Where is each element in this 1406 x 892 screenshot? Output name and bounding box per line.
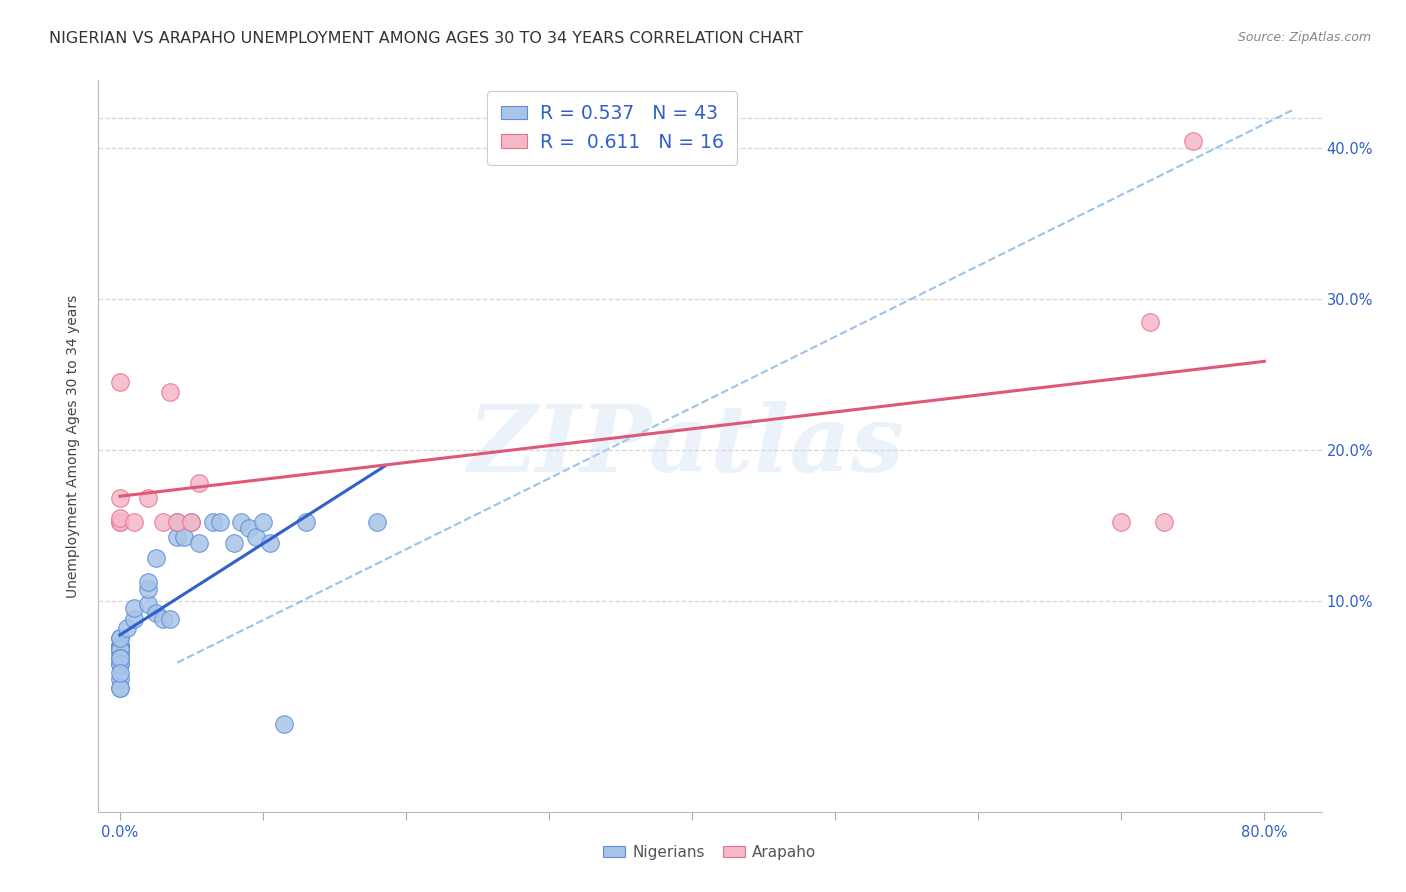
Point [208,515,231,529]
Point [224,536,246,550]
Point [166,515,188,529]
Point [108,515,131,529]
Point [166,530,188,544]
Point [115,621,138,635]
Point [108,657,131,671]
Text: ZIPatlas: ZIPatlas [467,401,904,491]
Point [108,646,131,660]
Point [245,530,267,544]
Text: Source: ZipAtlas.com: Source: ZipAtlas.com [1237,31,1371,45]
Point [159,612,181,626]
Point [152,515,174,529]
Point [108,651,131,665]
Point [108,632,131,646]
Point [108,632,131,646]
Point [108,641,131,656]
Point [366,515,388,529]
Point [252,515,274,529]
Point [108,491,131,505]
Point [108,641,131,656]
Point [138,575,160,590]
Y-axis label: Unemployment Among Ages 30 to 34 years: Unemployment Among Ages 30 to 34 years [66,294,80,598]
Point [187,536,209,550]
Point [108,672,131,686]
Point [108,515,131,529]
Point [187,475,209,490]
Point [138,582,160,596]
Point [122,612,145,626]
Point [1139,315,1161,329]
Point [108,639,131,653]
Text: NIGERIAN VS ARAPAHO UNEMPLOYMENT AMONG AGES 30 TO 34 YEARS CORRELATION CHART: NIGERIAN VS ARAPAHO UNEMPLOYMENT AMONG A… [49,31,803,46]
Point [108,681,131,695]
Point [145,606,167,620]
Point [108,375,131,389]
Legend: Nigerians, Arapaho: Nigerians, Arapaho [598,839,823,866]
Point [108,510,131,524]
Point [180,515,202,529]
Point [145,551,167,566]
Point [108,665,131,680]
Point [152,612,174,626]
Point [108,657,131,671]
Point [1181,134,1204,148]
Point [108,641,131,656]
Point [159,385,181,400]
Point [238,521,260,535]
Point [108,639,131,653]
Point [173,530,195,544]
Point [138,491,160,505]
Point [273,717,295,731]
Point [108,651,131,665]
Point [138,597,160,611]
Point [1111,515,1133,529]
Point [180,515,202,529]
Point [295,515,318,529]
Point [1153,515,1175,529]
Point [122,515,145,529]
Point [122,601,145,615]
Point [201,515,224,529]
Point [108,681,131,695]
Point [166,515,188,529]
Point [259,536,281,550]
Point [108,639,131,653]
Point [231,515,253,529]
